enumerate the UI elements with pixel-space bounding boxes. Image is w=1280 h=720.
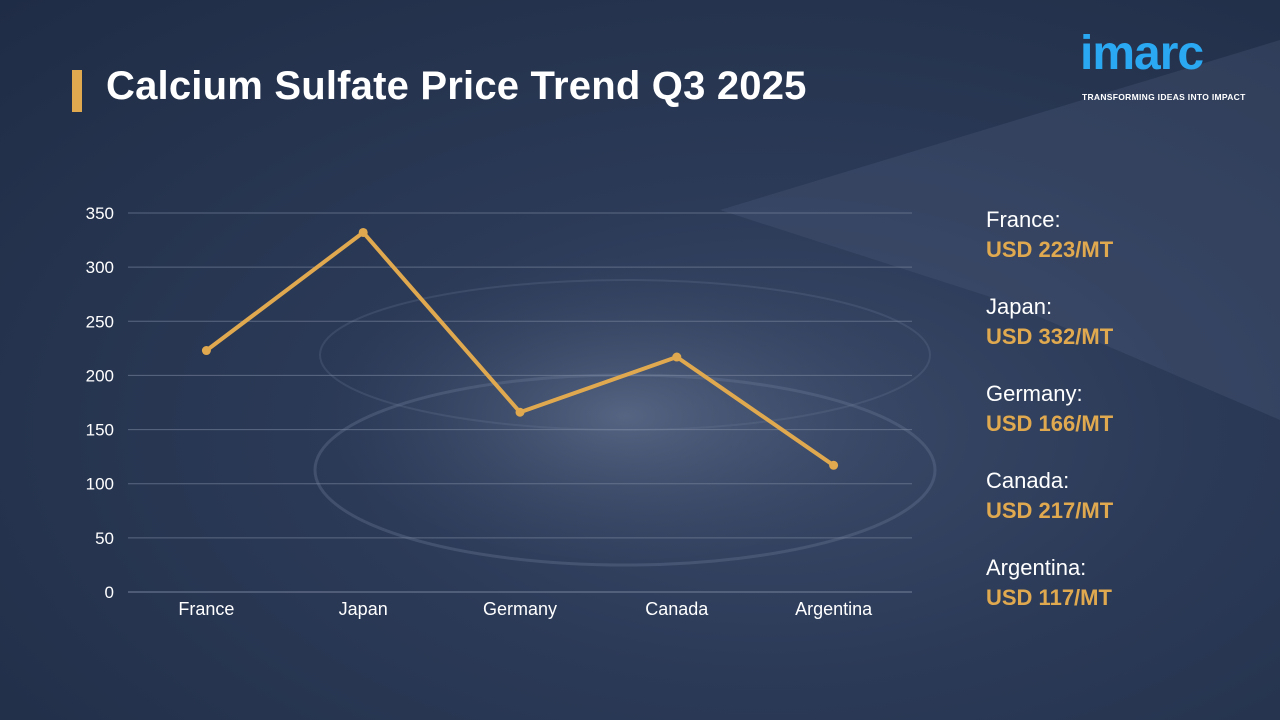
legend-price: USD 166/MT (986, 411, 1114, 436)
legend-country: Argentina: (986, 555, 1087, 580)
legend-item-japan: Japan: USD 332/MT (986, 292, 1113, 379)
legend-country: Japan: (986, 294, 1053, 319)
chart-grid (128, 212, 912, 593)
legend-country: Canada: (986, 468, 1070, 493)
legend-price: USD 332/MT (986, 324, 1114, 349)
legend-price: USD 217/MT (986, 498, 1114, 523)
legend-country: Germany: (986, 381, 1083, 406)
chart-title: Calcium Sulfate Price Trend Q3 2025 (106, 64, 807, 108)
legend-item-argentina: Argentina: USD 117/MT (986, 553, 1113, 640)
imarc-logo: imarc TRANSFORMING IDEAS INTO IMPACT (1080, 27, 1250, 103)
data-point (201, 346, 211, 356)
y-tick-label: 0 (105, 583, 114, 602)
y-axis-ticks: 0 50 100 150 200 250 300 350 (86, 204, 114, 602)
data-point (672, 352, 682, 362)
legend-item-germany: Germany: USD 166/MT (986, 379, 1113, 466)
chart-series (201, 227, 839, 470)
y-tick-label: 100 (86, 475, 114, 494)
x-tick-label: Canada (645, 599, 709, 619)
x-tick-label: Japan (339, 599, 388, 619)
x-axis-ticks: France Japan Germany Canada Argentina (178, 599, 873, 619)
y-tick-label: 200 (86, 366, 114, 385)
y-tick-label: 250 (86, 312, 114, 331)
data-point (829, 460, 839, 470)
price-legend: France: USD 223/MT Japan: USD 332/MT Ger… (986, 205, 1113, 640)
y-tick-label: 350 (86, 204, 114, 223)
legend-price: USD 223/MT (986, 237, 1114, 262)
legend-item-france: France: USD 223/MT (986, 205, 1113, 292)
x-tick-label: Germany (483, 599, 557, 619)
legend-item-canada: Canada: USD 217/MT (986, 466, 1113, 553)
y-tick-label: 300 (86, 258, 114, 277)
data-point (515, 407, 525, 417)
title-accent-bar (72, 70, 82, 112)
x-tick-label: France (178, 599, 234, 619)
legend-price: USD 117/MT (986, 585, 1112, 610)
legend-country: France: (986, 207, 1061, 232)
y-tick-label: 150 (86, 421, 114, 440)
y-tick-label: 50 (95, 529, 114, 548)
data-point (358, 227, 368, 237)
line-chart: 0 50 100 150 200 250 300 350 France Japan Germany… (86, 204, 912, 619)
x-tick-label: Argentina (795, 599, 873, 619)
logo-tagline: TRANSFORMING IDEAS INTO IMPACT (1082, 92, 1246, 102)
logo-wordmark: imarc (1080, 27, 1204, 80)
